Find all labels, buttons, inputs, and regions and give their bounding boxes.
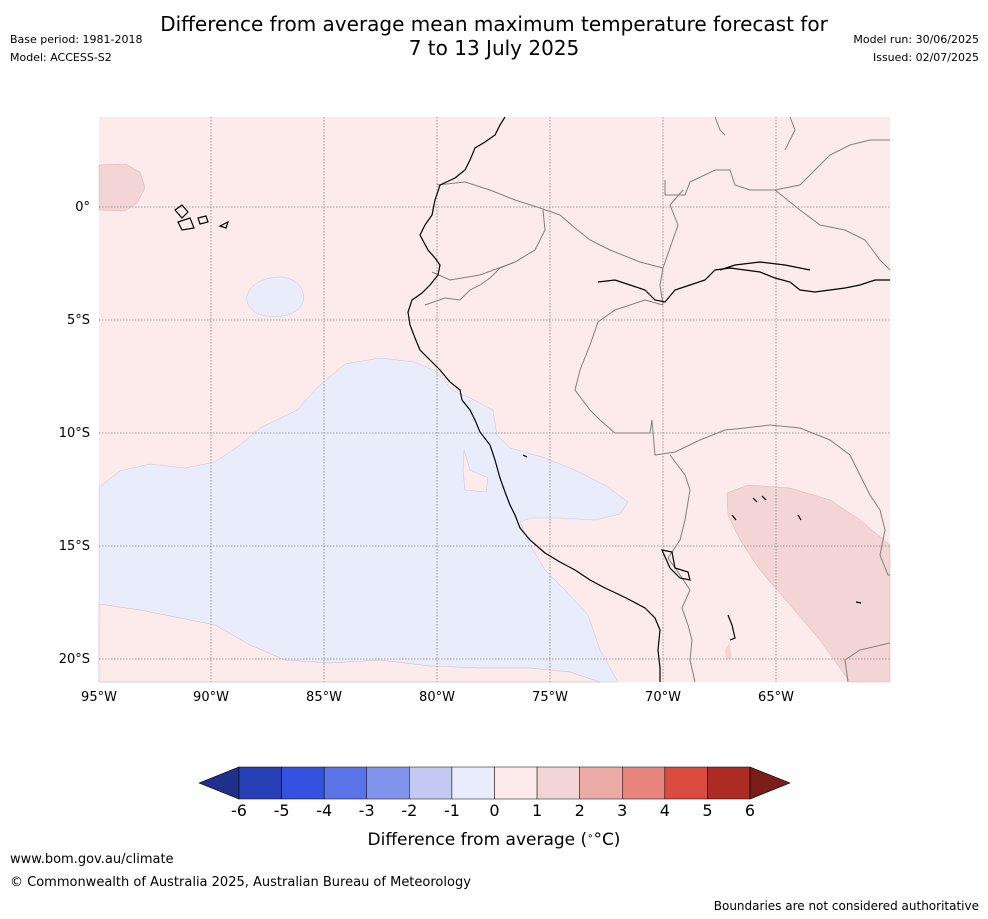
model-name: Model: ACCESS-S2 — [10, 51, 112, 64]
colorbar-extend-low — [198, 766, 240, 800]
colorbar-swatch — [451, 766, 495, 800]
anomaly-cool-patch-small — [246, 276, 304, 317]
coastlines — [174, 116, 890, 682]
colorbar-tick-label: 6 — [745, 801, 755, 820]
colorbar-swatch — [664, 766, 708, 800]
colorbar: -6 -5 -4 -3 -2 -1 0 1 2 3 4 5 6 Difference from aver… — [198, 766, 791, 850]
colorbar-tick-label: 5 — [702, 801, 712, 820]
colorbar-tick-label: 0 — [489, 801, 499, 820]
title-line-2: 7 to 13 July 2025 — [408, 36, 580, 60]
country-borders — [424, 116, 891, 683]
colorbar-label: Difference from average (∘°C) — [368, 830, 621, 850]
anomaly-cool-region — [98, 357, 629, 683]
chart-title: Difference from average mean maximum tem… — [0, 12, 988, 60]
footer-note: Boundaries are not considered authoritat… — [713, 899, 979, 913]
colorbar-swatches — [238, 766, 751, 800]
colorbar-tick-label: -4 — [316, 801, 332, 820]
longitude-labels: 95°W 90°W 85°W 80°W 75°W 70°W 65°W — [81, 690, 794, 705]
colorbar-swatch — [494, 766, 538, 800]
anomaly-warm-patch-west — [98, 163, 146, 212]
colorbar-swatch — [707, 766, 751, 800]
colorbar-tick-label: -5 — [274, 801, 290, 820]
gridlines — [99, 117, 890, 682]
anomaly-warm-patch-tiny — [725, 643, 732, 660]
base-period: Base period: 1981-2018 — [10, 33, 143, 46]
lat-label: 20°S — [59, 652, 90, 667]
lon-label: 65°W — [758, 690, 794, 705]
lon-label: 80°W — [419, 690, 455, 705]
anomaly-warm-patch-east — [726, 484, 891, 683]
lon-label: 75°W — [532, 690, 568, 705]
model-run: Model run: 30/06/2025 — [853, 33, 979, 46]
colorbar-swatch — [238, 766, 282, 800]
map-panel — [98, 116, 891, 683]
lon-label: 85°W — [306, 690, 342, 705]
lon-label: 95°W — [81, 690, 117, 705]
colorbar-tick-label: -3 — [359, 801, 375, 820]
lat-label: 10°S — [59, 426, 90, 441]
issued-date: Issued: 02/07/2025 — [872, 51, 979, 64]
colorbar-tick-label: 1 — [532, 801, 542, 820]
colorbar-swatch — [366, 766, 410, 800]
latitude-labels: 0° 5°S 10°S 15°S 20°S — [59, 200, 90, 667]
lat-label: 15°S — [59, 539, 90, 554]
colorbar-swatch — [323, 766, 367, 800]
colorbar-swatch — [536, 766, 580, 800]
lat-label: 5°S — [67, 313, 90, 328]
title-line-1: Difference from average mean maximum tem… — [160, 12, 828, 36]
footer-copyright: © Commonwealth of Australia 2025, Austra… — [10, 875, 471, 890]
colorbar-tick-label: 3 — [617, 801, 627, 820]
meta-right: Model run: 30/06/2025 Issued: 02/07/2025 — [853, 31, 979, 67]
colorbar-tick-label: 4 — [660, 801, 670, 820]
colorbar-tick-label: 2 — [575, 801, 585, 820]
colorbar-swatch — [622, 766, 666, 800]
lon-label: 90°W — [193, 690, 229, 705]
colorbar-tick-label: -2 — [401, 801, 417, 820]
footer-url: www.bom.gov.au/climate — [10, 852, 174, 867]
colorbar-swatch — [409, 766, 453, 800]
colorbar-tick-label: -6 — [231, 801, 247, 820]
colorbar-ticks: -6 -5 -4 -3 -2 -1 0 1 2 3 4 5 6 — [231, 801, 755, 820]
colorbar-extend-high — [749, 766, 791, 800]
colorbar-swatch — [281, 766, 325, 800]
lon-label: 70°W — [645, 690, 681, 705]
anomaly-warm-band-south — [98, 603, 601, 683]
lat-label: 0° — [75, 200, 90, 215]
meta-left: Base period: 1981-2018 Model: ACCESS-S2 — [10, 31, 142, 67]
colorbar-tick-label: -1 — [444, 801, 460, 820]
colorbar-swatch — [579, 766, 623, 800]
